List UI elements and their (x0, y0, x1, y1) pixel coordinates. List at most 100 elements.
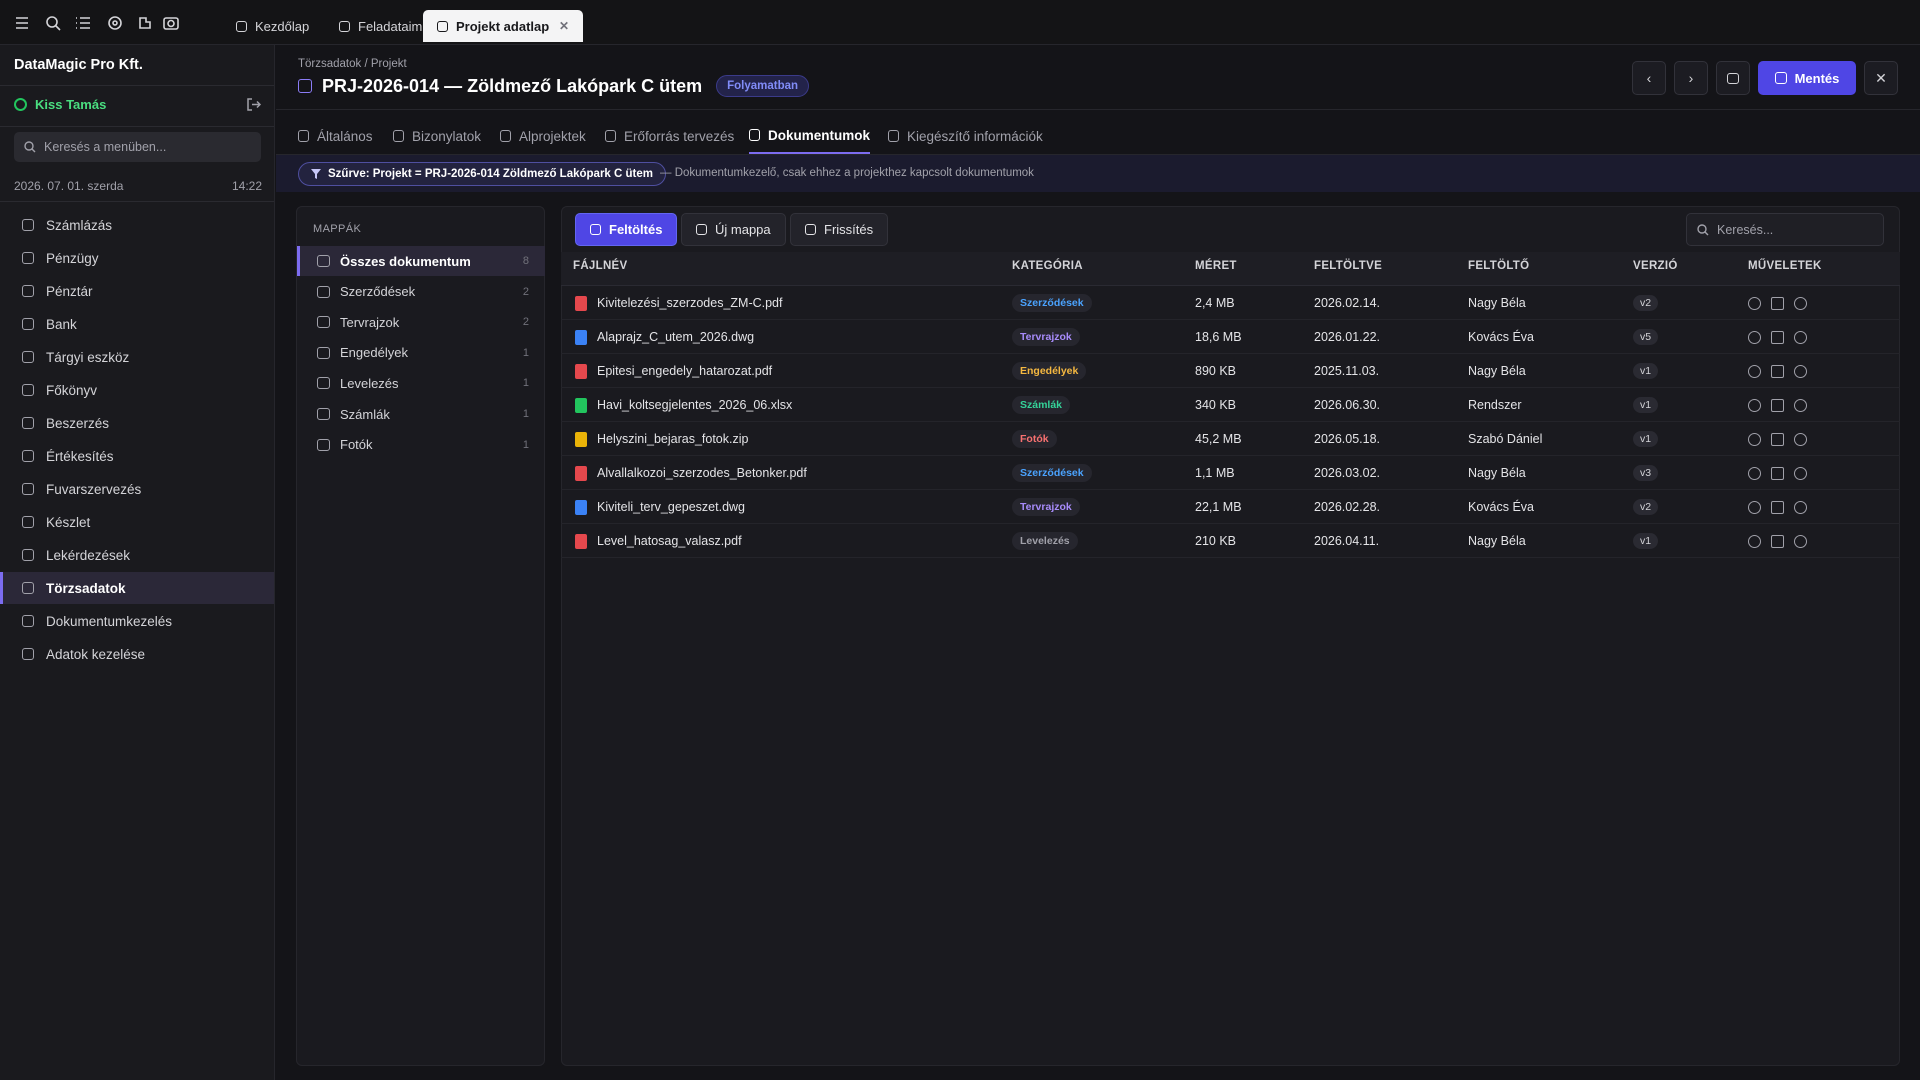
menu-item[interactable]: Beszerzés (0, 407, 274, 439)
table-row[interactable]: Alaprajz_C_utem_2026.dwgTervrajzok18,6 M… (561, 320, 1900, 354)
folder[interactable]: Szerződések2 (297, 277, 545, 307)
file-name: Kivitelezési_szerzodes_ZM-C.pdf (597, 296, 783, 310)
search-placeholder: Keresés a menüben... (44, 140, 166, 154)
actions (1748, 354, 1807, 388)
tab[interactable]: Általános (298, 118, 373, 154)
table-search-placeholder: Keresés... (1717, 223, 1773, 237)
tab[interactable]: Erőforrás tervezés (605, 118, 734, 154)
view[interactable] (1748, 365, 1761, 378)
history[interactable] (1794, 535, 1807, 548)
view[interactable] (1748, 297, 1761, 310)
table-row[interactable]: Kiviteli_terv_gepeszet.dwgTervrajzok22,1… (561, 490, 1900, 524)
tab[interactable]: Alprojektek (500, 118, 586, 154)
menu-icon (22, 615, 34, 627)
view[interactable] (1748, 331, 1761, 344)
folder-count: 1 (523, 408, 529, 420)
folder[interactable]: Összes dokumentum8 (297, 246, 545, 276)
view[interactable] (1748, 501, 1761, 514)
history[interactable] (1794, 433, 1807, 446)
table-row[interactable]: Level_hatosag_valasz.pdfLevelezés210 KB2… (561, 524, 1900, 558)
download[interactable] (1771, 501, 1784, 514)
menu-search[interactable]: Keresés a menüben... (14, 132, 261, 162)
menu-item[interactable]: Értékesítés (0, 440, 274, 472)
folder-name: Fotók (340, 437, 373, 452)
menu-item[interactable]: Fuvarszervezés (0, 473, 274, 505)
cell: Tervrajzok (1012, 490, 1080, 524)
top-tab[interactable]: Feladataim (325, 10, 436, 42)
menu-label: Törzsadatok (46, 581, 126, 596)
cell: Engedélyek (1012, 354, 1086, 388)
menu-item[interactable]: Készlet (0, 506, 274, 538)
history[interactable] (1794, 297, 1807, 310)
tab[interactable]: Dokumentumok (749, 118, 870, 154)
download[interactable] (1771, 535, 1784, 548)
menu-item[interactable]: Adatok kezelése (0, 638, 274, 670)
file-icon (575, 466, 587, 481)
top-tab[interactable]: Kezdőlap (222, 10, 323, 42)
table-row[interactable]: Havi_koltsegjelentes_2026_06.xlsxSzámlák… (561, 388, 1900, 422)
history[interactable] (1794, 365, 1807, 378)
top-tab[interactable]: Projekt adatlap✕ (423, 10, 583, 42)
table-row[interactable]: Alvallalkozoi_szerzodes_Betonker.pdfSzer… (561, 456, 1900, 490)
folder[interactable]: Számlák1 (297, 399, 545, 429)
tab-close: ✕ (559, 19, 569, 33)
save[interactable]: Mentés (1758, 61, 1856, 95)
history[interactable] (1794, 399, 1807, 412)
menu-item[interactable]: Pénztár (0, 275, 274, 307)
folder[interactable]: Engedélyek1 (297, 338, 545, 368)
view[interactable] (1748, 535, 1761, 548)
menu-item[interactable]: Dokumentumkezelés (0, 605, 274, 637)
menu-item[interactable]: Tárgyi eszköz (0, 341, 274, 373)
file-icon (575, 432, 587, 447)
view[interactable] (1748, 399, 1761, 412)
toolbar-button[interactable]: Feltöltés (575, 213, 677, 246)
close[interactable]: ✕ (1864, 61, 1898, 95)
download[interactable] (1771, 467, 1784, 480)
table-row[interactable]: Epitesi_engedely_hatarozat.pdfEngedélyek… (561, 354, 1900, 388)
next[interactable]: › (1674, 61, 1708, 95)
user[interactable]: Kiss Tamás (14, 97, 106, 112)
menu-icon (22, 417, 34, 429)
download[interactable] (1771, 433, 1784, 446)
menu-item[interactable]: Bank (0, 308, 274, 340)
category-badge: Szerződések (1012, 294, 1092, 312)
history[interactable] (1794, 331, 1807, 344)
toolbar-button[interactable]: Új mappa (681, 213, 786, 246)
download[interactable] (1771, 297, 1784, 310)
menu-item[interactable]: Főkönyv (0, 374, 274, 406)
folder[interactable]: Tervrajzok2 (297, 307, 545, 337)
download[interactable] (1771, 399, 1784, 412)
folder-count: 1 (523, 347, 529, 359)
folder[interactable]: Fotók1 (297, 430, 545, 460)
cell: Szerződések (1012, 456, 1092, 490)
column-header: KATEGÓRIA (1012, 260, 1083, 272)
view[interactable] (1748, 467, 1761, 480)
menu-item[interactable]: Pénzügy (0, 242, 274, 274)
folder[interactable]: Levelezés1 (297, 368, 545, 398)
tab[interactable]: Bizonylatok (393, 118, 481, 154)
view[interactable] (1748, 433, 1761, 446)
menu-icon (22, 252, 34, 264)
tab[interactable]: Kiegészítő információk (888, 118, 1043, 154)
print[interactable] (1716, 61, 1750, 95)
download[interactable] (1771, 365, 1784, 378)
menu-item[interactable]: Számlázás (0, 209, 274, 241)
table-row[interactable]: Kivitelezési_szerzodes_ZM-C.pdf Szerződés… (561, 286, 1900, 320)
menu-item[interactable]: Lekérdezések (0, 539, 274, 571)
table-row[interactable]: Helyszini_bejaras_fotok.zipFotók45,2 MB2… (561, 422, 1900, 456)
download[interactable] (1771, 331, 1784, 344)
category-badge: Számlák (1012, 396, 1070, 414)
cell-size: 340 KB (1195, 388, 1236, 422)
menu-label: Dokumentumkezelés (46, 614, 172, 629)
logout[interactable] (246, 97, 261, 112)
cell-uploaded: 2026.03.02. (1314, 456, 1380, 490)
toolbar-button[interactable]: Frissítés (790, 213, 888, 246)
history[interactable] (1794, 501, 1807, 514)
prev[interactable]: ‹ (1632, 61, 1666, 95)
table-search[interactable]: Keresés... (1686, 213, 1884, 246)
cell: v1 (1633, 524, 1658, 558)
file-icon (575, 500, 587, 515)
menu-item[interactable]: Törzsadatok (0, 572, 274, 604)
filter-chip[interactable]: Szűrve: Projekt = PRJ-2026-014 Zöldmező … (298, 162, 666, 186)
history[interactable] (1794, 467, 1807, 480)
